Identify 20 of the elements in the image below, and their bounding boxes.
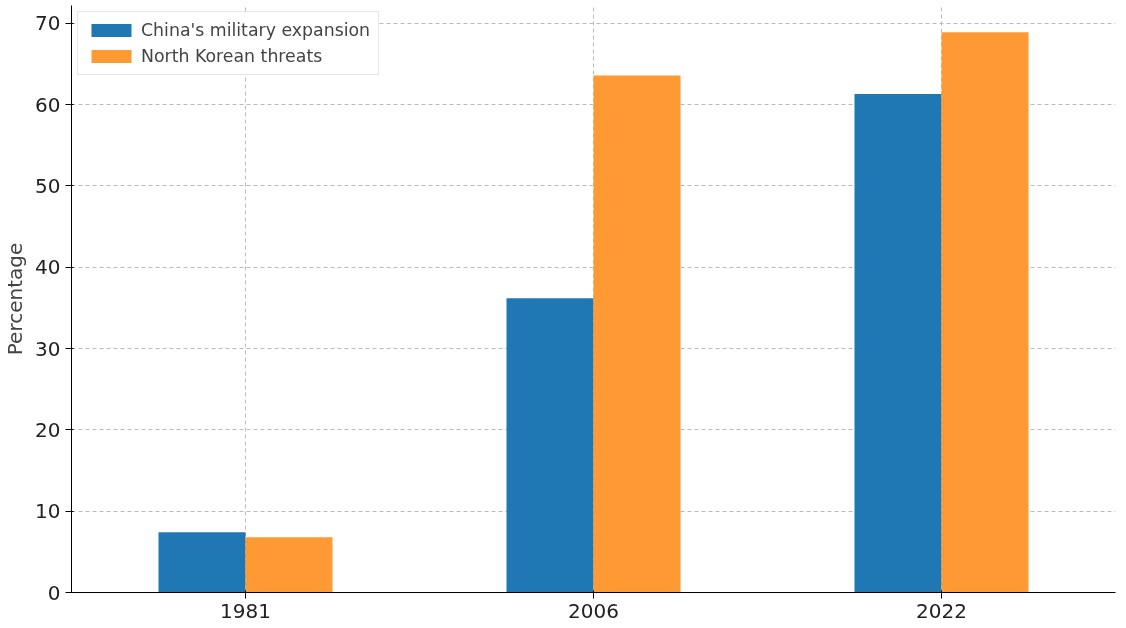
bar [593, 75, 681, 593]
bar [506, 298, 594, 593]
bar [941, 32, 1029, 593]
y-tick-label: 50 [35, 173, 61, 198]
bar [245, 537, 333, 593]
legend-label: North Korean threats [141, 46, 323, 66]
y-tick-label: 60 [35, 92, 61, 117]
x-tick-label: 1981 [220, 598, 271, 623]
bar [854, 94, 942, 593]
y-tick-label: 40 [35, 255, 61, 280]
y-tick-label: 10 [35, 499, 61, 524]
x-tick-label: 2022 [916, 598, 967, 623]
y-tick-label: 30 [35, 336, 61, 361]
bar [158, 532, 246, 593]
y-tick-label: 20 [35, 417, 61, 442]
legend-label: China's military expansion [141, 20, 371, 40]
y-axis-title: Percentage [3, 242, 28, 356]
x-tick-label: 2006 [568, 598, 619, 623]
y-tick-label: 0 [47, 580, 61, 605]
y-tick-label: 70 [35, 11, 61, 36]
